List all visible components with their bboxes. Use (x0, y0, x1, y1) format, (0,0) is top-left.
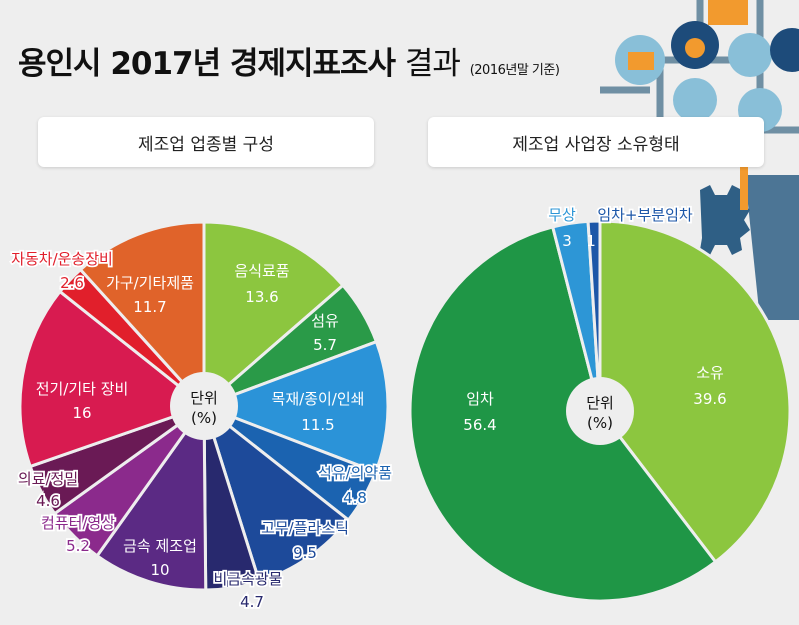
slice-value: 1 (586, 232, 596, 250)
slice-value: 4.6 (36, 492, 60, 510)
slice-value: 13.6 (245, 288, 278, 306)
slice-value: 11.5 (301, 416, 334, 434)
slice-value: 56.4 (463, 416, 496, 434)
pie-slice (586, 219, 602, 412)
slice-label: 섬유 (311, 312, 339, 330)
title-note: (2016년말 기준) (469, 63, 560, 78)
slice-label: 석유/의약품 (318, 464, 392, 482)
center-label: 단위 (586, 394, 614, 412)
slice-label: 의료/정밀 (18, 470, 78, 488)
pie-slice (199, 339, 390, 474)
pie-slice (201, 401, 351, 584)
slice-label: 비금속광물 (213, 570, 282, 588)
chart-icon (770, 28, 799, 72)
chart2-title: 제조업 사업장 소유형태 (428, 117, 764, 167)
slice-value: 16 (72, 404, 91, 422)
chart1-title: 제조업 업종별 구성 (38, 117, 374, 167)
pie-slice (408, 225, 718, 603)
slice-value: 5.2 (66, 537, 90, 555)
slice-label: 금속 제조업 (123, 537, 197, 555)
slice-label: 소유 (696, 364, 724, 382)
center-hole (170, 372, 238, 440)
slice-value: 11.7 (133, 298, 166, 316)
title-suffix: 결과 (404, 46, 461, 82)
center-label: (%) (191, 409, 217, 427)
slice-label: 자동차/운송장비 (11, 250, 113, 268)
pie-slice (18, 289, 208, 469)
scale-icon (728, 33, 772, 77)
slice-value: 5.7 (313, 336, 337, 354)
center-label: (%) (587, 414, 613, 432)
slice-label: 가구/기타제품 (106, 274, 194, 292)
title-main: 용인시 2017년 경제지표조사 (18, 46, 396, 82)
slice-label: 무상 (548, 206, 576, 224)
slice-value: 3 (562, 232, 572, 250)
slice-label: 고무/플라스틱 (261, 519, 349, 537)
center-hole (566, 377, 634, 445)
slice-label: 임차 (466, 390, 494, 408)
page-title: 용인시 2017년 경제지표조사 결과 (2016년말 기준) (18, 38, 560, 83)
slice-label: 전기/기타 장비 (36, 380, 129, 398)
slice-label: 임차+부분임차 (597, 206, 693, 224)
calculator-icon (708, 0, 748, 25)
slice-label: 컴퓨터/영상 (41, 514, 115, 532)
pie-slice (598, 219, 792, 564)
slice-value: 2.6 (60, 274, 84, 292)
center-label: 단위 (190, 389, 218, 407)
slice-label: 음식료품 (234, 262, 289, 280)
slice-value: 9.5 (293, 544, 317, 562)
pie-slice (95, 401, 208, 592)
pie-slice (78, 220, 206, 410)
slice-label: 목재/종이/인쇄 (272, 390, 365, 408)
pie-slice (202, 220, 346, 410)
slice-value: 4.8 (343, 489, 367, 507)
slice-value: 39.6 (693, 390, 726, 408)
gear-icon (700, 185, 750, 255)
graph-icon (673, 78, 717, 122)
slice-value: 10 (150, 561, 169, 579)
slice-value: 4.7 (240, 593, 264, 611)
